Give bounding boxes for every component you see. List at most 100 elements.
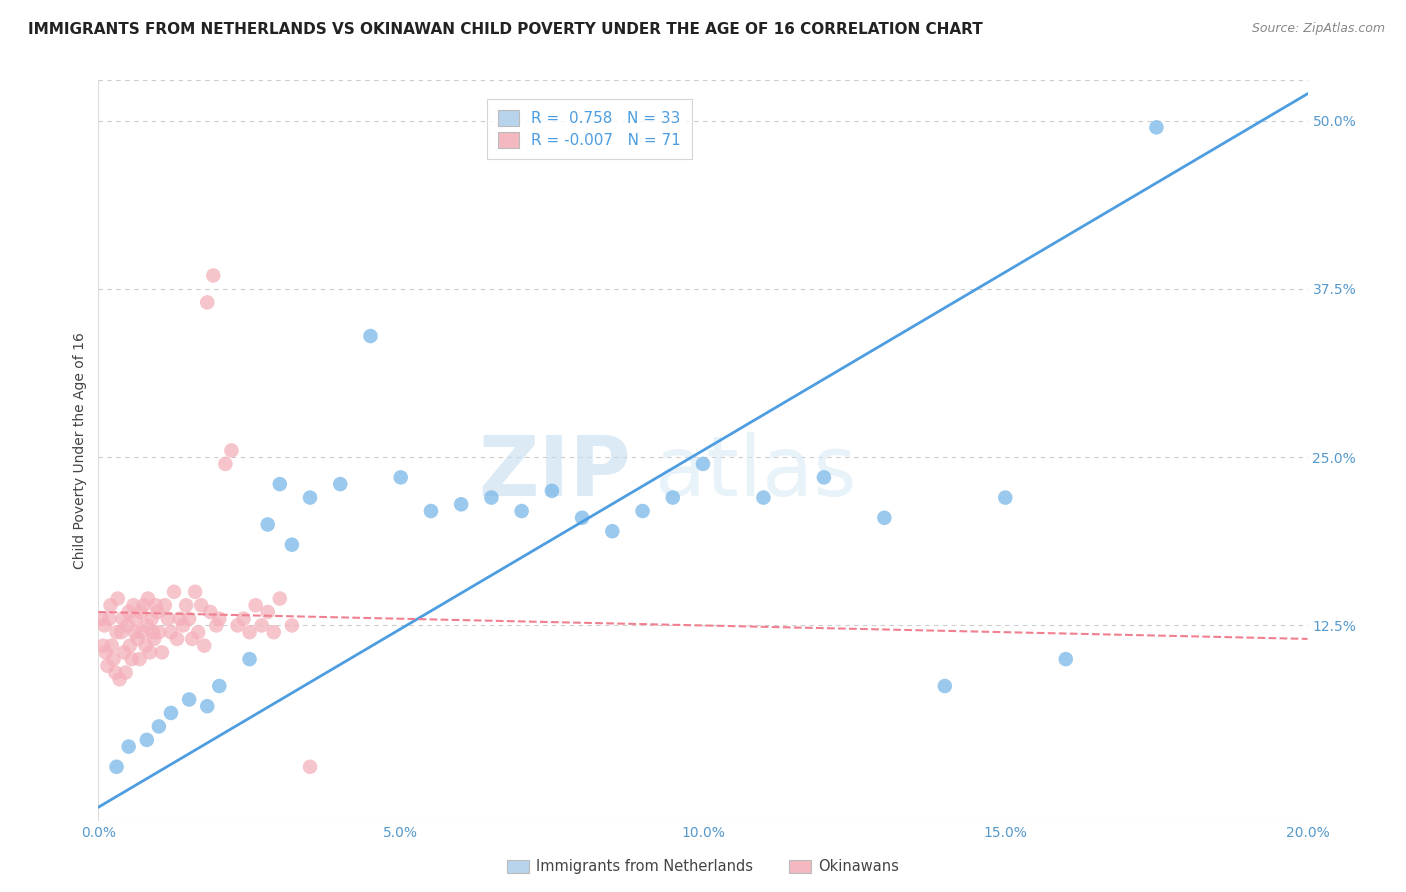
Point (263, 625, 285, 640)
Point (661, 491, 683, 505)
Point (153, 599, 176, 613)
Point (117, 618, 139, 632)
Point (108, 673, 131, 687)
Point (195, 699, 218, 714)
Text: IMMIGRANTS FROM NETHERLANDS VS OKINAWAN CHILD POVERTY UNDER THE AGE OF 16 CORREL: IMMIGRANTS FROM NETHERLANDS VS OKINAWAN … (28, 22, 983, 37)
Point (184, 584, 207, 599)
Point (122, 599, 145, 613)
Point (112, 645, 135, 659)
Point (148, 625, 170, 640)
Point (602, 524, 624, 539)
Point (121, 652, 143, 666)
Point (208, 679, 231, 693)
Point (156, 612, 179, 626)
Point (179, 612, 201, 626)
Point (299, 760, 322, 774)
Point (169, 612, 191, 626)
Point (934, 679, 956, 693)
Point (100, 599, 122, 613)
Point (150, 645, 173, 659)
Point (813, 470, 835, 484)
Point (141, 612, 163, 626)
Point (110, 625, 132, 640)
Point (360, 329, 382, 343)
Point (100, 639, 122, 653)
Point (181, 632, 204, 646)
Point (136, 591, 159, 606)
Point (450, 497, 472, 511)
Point (105, 625, 128, 640)
Point (142, 625, 165, 640)
Point (172, 618, 194, 632)
Point (90, 612, 112, 626)
Point (200, 605, 222, 619)
Point (481, 491, 503, 505)
Point (994, 491, 1017, 505)
Text: atlas: atlas (655, 432, 856, 513)
Point (239, 625, 262, 640)
Text: ZIP: ZIP (478, 432, 630, 513)
Point (174, 599, 197, 613)
Point (1054, 652, 1077, 666)
Point (202, 268, 225, 283)
Point (389, 470, 412, 484)
Point (299, 491, 322, 505)
Point (420, 504, 443, 518)
Point (269, 591, 291, 606)
Point (1146, 120, 1168, 135)
Point (752, 491, 775, 505)
Point (146, 605, 169, 619)
Point (269, 477, 291, 491)
Point (114, 665, 136, 680)
Point (135, 618, 157, 632)
Point (107, 591, 129, 606)
Point (163, 584, 186, 599)
Point (166, 632, 188, 646)
Point (221, 443, 243, 458)
Point (96, 658, 118, 673)
Point (91, 639, 114, 653)
Point (131, 625, 153, 640)
Point (148, 719, 170, 733)
Point (93, 618, 115, 632)
Point (132, 599, 155, 613)
Point (135, 732, 157, 747)
Point (160, 706, 183, 720)
Point (139, 645, 162, 659)
Text: Source: ZipAtlas.com: Source: ZipAtlas.com (1251, 22, 1385, 36)
Point (160, 625, 183, 640)
Point (329, 477, 352, 491)
Point (232, 612, 254, 626)
Point (118, 639, 141, 653)
Point (94, 645, 117, 659)
Point (873, 510, 896, 524)
Point (208, 612, 231, 626)
Point (98, 612, 121, 626)
Point (205, 618, 228, 632)
Y-axis label: Child Poverty Under the Age of 16: Child Poverty Under the Age of 16 (73, 332, 87, 569)
Point (128, 652, 150, 666)
Point (631, 504, 654, 518)
Point (226, 618, 249, 632)
Point (187, 625, 209, 640)
Point (190, 599, 212, 613)
Point (256, 517, 278, 532)
Point (195, 295, 218, 310)
Point (510, 504, 533, 518)
Point (692, 457, 714, 471)
Point (104, 665, 127, 680)
Point (105, 760, 128, 774)
Point (540, 483, 562, 498)
Point (245, 599, 267, 613)
Point (214, 457, 236, 471)
Point (250, 618, 273, 632)
Point (281, 538, 304, 552)
Point (281, 618, 304, 632)
Point (125, 612, 148, 626)
Point (118, 739, 141, 754)
Point (111, 612, 134, 626)
Point (571, 510, 593, 524)
Point (124, 625, 146, 640)
Point (145, 599, 167, 613)
Point (135, 639, 157, 653)
